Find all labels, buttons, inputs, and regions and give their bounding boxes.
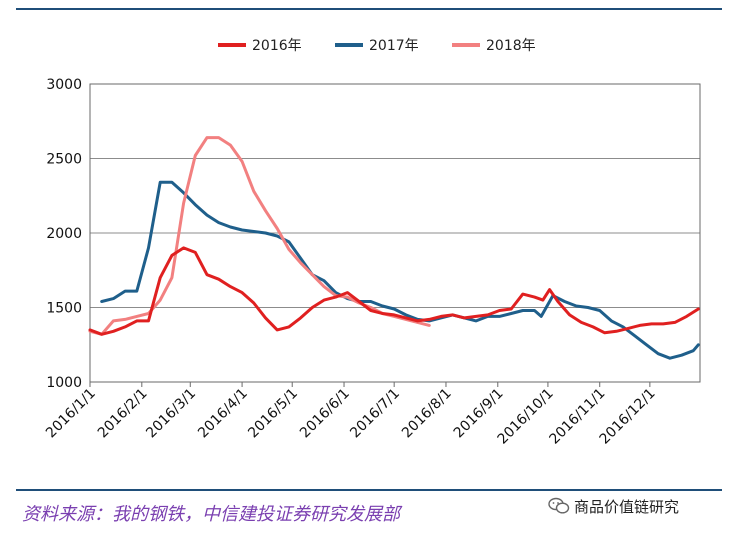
x-tick-label: 2016/7/1 [347,386,403,442]
x-tick-label: 2016/2/1 [95,386,151,442]
x-tick-label: 2016/3/1 [143,386,199,442]
y-axis-ticks: 1000 1500 2000 2500 3000 [46,77,82,391]
wechat-icon [548,497,570,514]
series-line-2016年 [88,246,700,336]
series-line-2017年 [100,180,700,360]
legend-label: 2018年 [486,38,536,54]
source-note: 资料来源：我的钢铁，中信建投证券研究发展部 [22,504,400,525]
watermark-text: 商品价值链研究 [574,497,680,516]
x-tick-label: 2016/4/1 [195,386,251,442]
top-rule [16,8,722,10]
y-tick-label: 1000 [46,375,82,391]
x-tick-label: 2016/5/1 [245,386,301,442]
series-line-2018年 [88,136,431,336]
y-tick-label: 1500 [46,301,82,317]
y-tick-label: 2000 [46,226,82,242]
x-tick-label: 2016/1/1 [43,386,99,442]
bottom-rule [16,489,722,491]
x-tick-label: 2016/6/1 [297,386,353,442]
y-tick-label: 2500 [46,152,82,168]
legend: 2016年 2017年 2018年 [218,38,536,54]
plot-area-frame [89,83,701,383]
x-axis-ticks: 2016/1/12016/2/12016/3/12016/4/12016/5/1… [43,382,659,448]
y-tick-label: 3000 [46,77,82,93]
grid-lines [90,158,700,308]
x-tick-label: 2016/8/1 [399,386,455,442]
legend-label: 2017年 [369,38,419,54]
watermark: 商品价值链研究 [548,495,679,517]
series-lines [88,136,700,360]
legend-label: 2016年 [252,38,302,54]
